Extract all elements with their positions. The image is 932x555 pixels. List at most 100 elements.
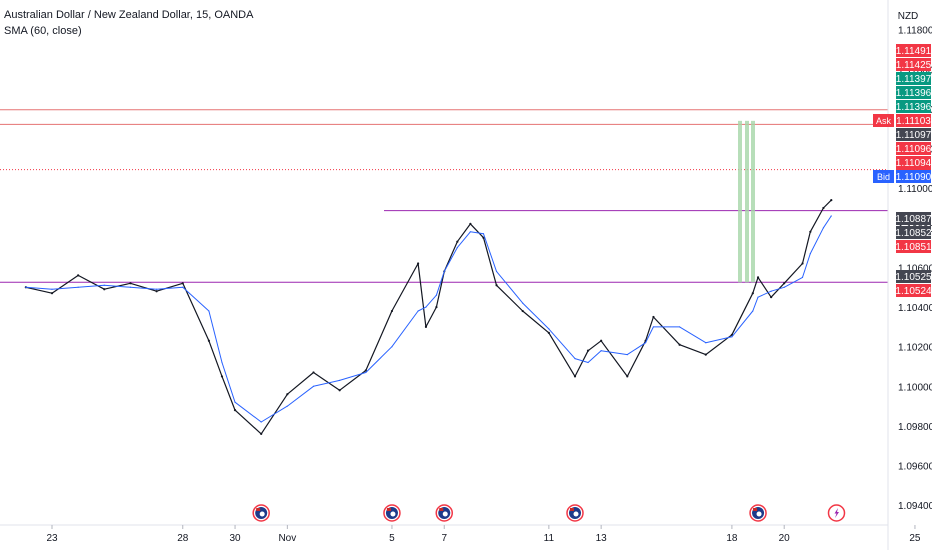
x-tick-label: 20 [779, 533, 791, 544]
price-point [129, 282, 132, 285]
sma-point [587, 361, 589, 364]
price-point [822, 206, 825, 210]
price-label-box [896, 240, 931, 253]
sma-point [770, 290, 772, 292]
price-label-box [896, 142, 931, 155]
lightning-glyph [834, 508, 839, 518]
price-label-box [896, 128, 931, 141]
sma-point [365, 371, 367, 374]
price-label-text: 1.11491 [896, 46, 932, 57]
price-point [390, 309, 394, 313]
sma-point [548, 328, 550, 330]
y-tick-label: 1.09400 [898, 501, 932, 512]
sma-point [260, 421, 262, 423]
flag-union [570, 508, 574, 511]
x-tick-label: 7 [441, 533, 447, 544]
price-point [220, 375, 224, 378]
sma-point [435, 294, 438, 296]
sma-point [286, 405, 288, 407]
price-label-box [896, 86, 931, 99]
price-label-text: 1.11097 [896, 130, 932, 141]
sma-point [77, 286, 79, 288]
sma-point [221, 361, 223, 364]
price-point [547, 331, 550, 334]
au-flag-icon[interactable] [383, 504, 401, 522]
flag-union [386, 508, 391, 511]
sma-point [391, 346, 393, 348]
price-label-box [896, 212, 931, 225]
sma-point [574, 357, 576, 360]
price-label-box [896, 284, 931, 297]
price-point [103, 288, 106, 291]
price-point [704, 353, 707, 356]
price-point [751, 292, 754, 295]
price-label-text: 1.11397 [896, 74, 932, 85]
flag-union [439, 508, 444, 511]
price-label-text: 1.11396 [896, 102, 932, 113]
price-label-text: 1.10887 [895, 214, 932, 225]
sma-point [830, 215, 832, 217]
price-point [586, 349, 590, 352]
lightning-icon[interactable] [827, 504, 846, 522]
price-point [456, 240, 459, 243]
price-point [50, 292, 54, 295]
y-tick-label: 1.10000 [898, 382, 932, 393]
sma-point [801, 276, 804, 278]
au-flag-icon[interactable] [252, 504, 270, 522]
y-tick-label: 1.11000 [898, 184, 932, 195]
x-tick-label: 11 [544, 533, 555, 544]
price-point [312, 371, 315, 374]
price-label-text: 1.10524 [895, 286, 932, 297]
sma-point [652, 326, 655, 328]
au-flag-icon[interactable] [435, 504, 453, 522]
x-tick-label: 18 [726, 533, 738, 544]
sma-point [469, 231, 471, 233]
price-label-box [896, 170, 931, 183]
price-tag-text: Ask [876, 116, 892, 126]
y-tick-label: 1.10400 [898, 303, 932, 314]
sma-point [312, 385, 315, 387]
price-point [364, 369, 367, 372]
au-flag-icon[interactable] [749, 504, 767, 522]
sma-point [182, 286, 184, 288]
projection-bar [745, 120, 749, 283]
sma-point [626, 354, 628, 356]
price-point [286, 393, 289, 396]
price-label-text: 1.11096 [896, 144, 932, 155]
y-tick-label: 1.11800 [898, 26, 932, 37]
price-point [652, 315, 655, 319]
x-tick-label: 30 [229, 533, 241, 544]
x-tick-label: 5 [389, 533, 395, 544]
sma-point [757, 296, 759, 298]
price-label-text: 1.11103 [896, 116, 931, 127]
price-label-box [896, 114, 931, 127]
price-point [181, 282, 184, 285]
symbol-title[interactable]: Australian Dollar / New Zealand Dollar, … [4, 9, 254, 21]
sma-point [425, 306, 427, 308]
sma-point [731, 336, 733, 338]
x-tick-label: 28 [177, 533, 189, 544]
x-tick-label: 25 [909, 533, 921, 544]
sma-point [25, 286, 27, 288]
au-flag-icon[interactable] [566, 504, 584, 522]
x-tick-label: 13 [596, 533, 608, 544]
price-tag-text: Bid [877, 172, 890, 182]
price-point [809, 230, 812, 233]
x-tick-label: Nov [278, 533, 296, 544]
sma-point [456, 247, 458, 249]
price-label-text: 1.11090 [896, 172, 932, 183]
y-tick-label: 1.09600 [898, 462, 932, 473]
sma-point [495, 270, 498, 273]
price-label-box [896, 270, 931, 283]
flag-star [259, 511, 265, 517]
sma-point [522, 302, 524, 304]
price-label-box [896, 44, 931, 57]
sma-point [679, 326, 681, 328]
price-point [626, 375, 629, 378]
y-tick-label: 1.09800 [898, 422, 932, 433]
indicator-label[interactable]: SMA (60, close) [4, 25, 82, 37]
price-point [573, 375, 577, 378]
price-point [338, 389, 341, 392]
price-point [495, 284, 498, 287]
